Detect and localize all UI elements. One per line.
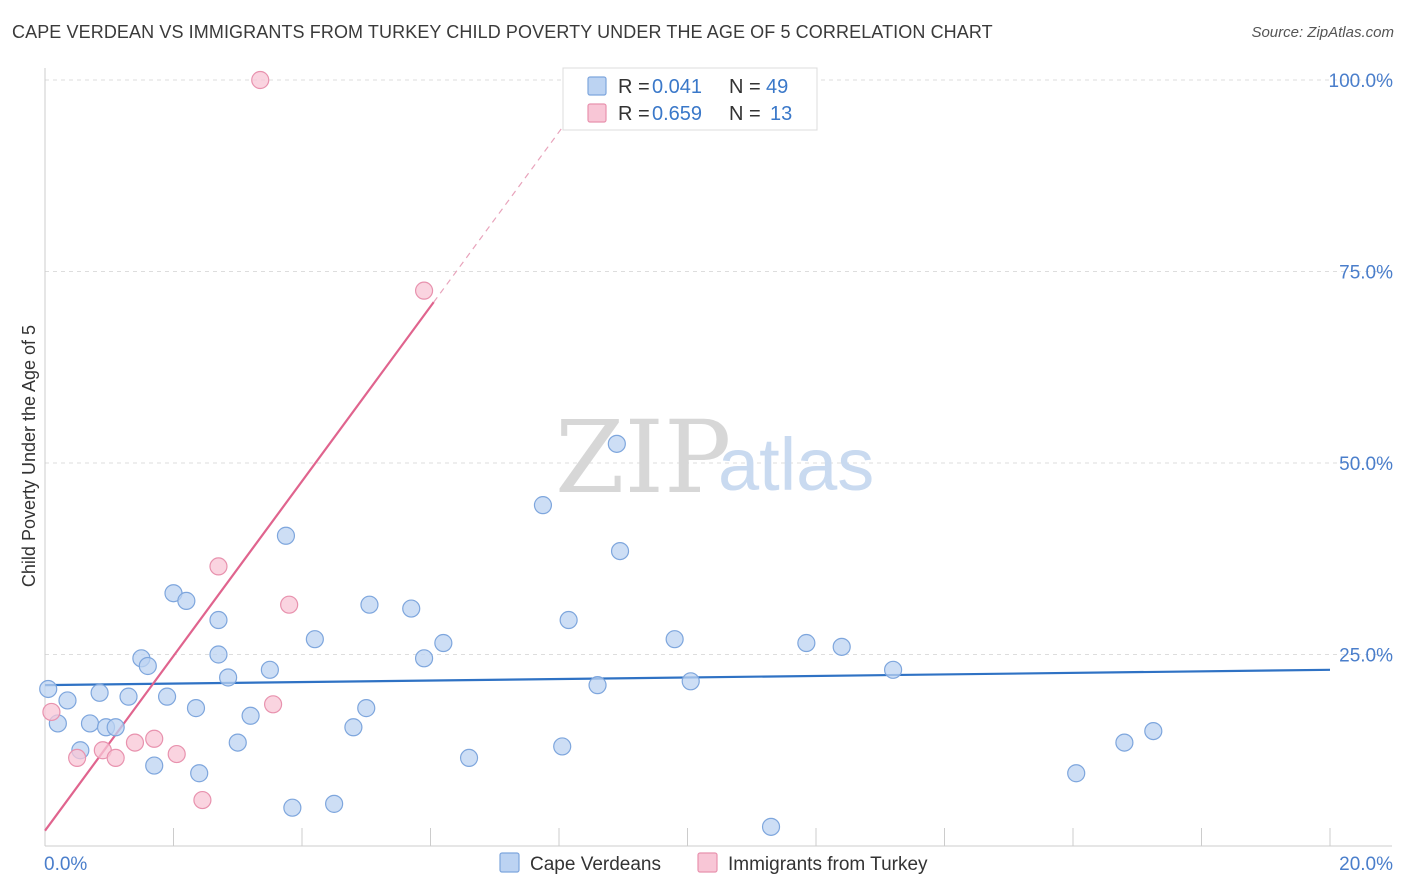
data-point-cape-verdeans xyxy=(325,794,344,813)
data-point-cape-verdeans xyxy=(209,610,228,630)
data-point-cape-verdeans xyxy=(434,633,453,653)
series-cape-verdeans xyxy=(39,434,1163,836)
legend-r-value-1: 0.041 xyxy=(652,76,702,98)
data-point-immigrants-from-turkey xyxy=(209,557,228,576)
data-point-cape-verdeans xyxy=(39,679,58,699)
data-point-immigrants-from-turkey xyxy=(414,281,434,300)
watermark-zip: ZIP xyxy=(555,399,731,516)
data-point-cape-verdeans xyxy=(832,637,851,656)
data-point-cape-verdeans xyxy=(106,718,125,737)
data-point-cape-verdeans xyxy=(1115,733,1134,752)
y-tick-label: 75.0% xyxy=(1339,263,1393,284)
data-point-cape-verdeans xyxy=(241,706,260,725)
data-point-cape-verdeans xyxy=(665,630,684,649)
legend-swatch-blue xyxy=(587,76,607,96)
x-tick-label: 0.0% xyxy=(44,854,87,875)
data-point-immigrants-from-turkey xyxy=(68,748,87,768)
data-point-immigrants-from-turkey xyxy=(42,702,61,722)
data-point-immigrants-from-turkey xyxy=(167,744,186,764)
data-point-cape-verdeans xyxy=(681,672,700,691)
y-axis-label: Child Poverty Under the Age of 5 xyxy=(19,325,39,587)
trend-line-immigrants-from-turkey xyxy=(44,301,435,832)
data-point-cape-verdeans xyxy=(177,591,196,610)
watermark: ZIP atlas xyxy=(555,399,874,516)
data-point-immigrants-from-turkey xyxy=(125,733,145,752)
data-point-cape-verdeans xyxy=(344,718,363,737)
data-point-cape-verdeans xyxy=(1067,764,1086,783)
data-point-cape-verdeans xyxy=(145,756,164,775)
legend-label-cape-verdeans: Cape Verdeans xyxy=(530,854,661,875)
data-point-immigrants-from-turkey xyxy=(280,595,299,614)
data-point-cape-verdeans xyxy=(80,714,100,733)
data-point-cape-verdeans xyxy=(610,541,630,561)
data-point-immigrants-from-turkey xyxy=(193,790,212,810)
data-point-cape-verdeans xyxy=(883,660,903,679)
data-point-cape-verdeans xyxy=(402,599,421,618)
data-point-cape-verdeans xyxy=(414,649,434,668)
data-point-cape-verdeans xyxy=(276,526,296,545)
data-point-cape-verdeans xyxy=(186,699,206,718)
data-point-cape-verdeans xyxy=(761,817,781,836)
data-point-cape-verdeans xyxy=(138,656,157,676)
data-point-cape-verdeans xyxy=(607,434,626,453)
y-tick-label: 25.0% xyxy=(1339,646,1393,667)
data-point-cape-verdeans xyxy=(219,668,238,687)
watermark-atlas: atlas xyxy=(718,423,874,506)
series-legend: Cape Verdeans Immigrants from Turkey xyxy=(499,852,928,875)
data-point-cape-verdeans xyxy=(357,699,376,718)
data-point-cape-verdeans xyxy=(58,691,77,710)
data-point-cape-verdeans xyxy=(190,764,209,783)
trend-extension-immigrants-from-turkey xyxy=(433,114,573,303)
legend-swatch-pink xyxy=(587,103,607,123)
series-immigrants-from-turkey xyxy=(42,70,434,810)
stats-legend: R = 0.041 N = 49 R = 0.659 N = 13 xyxy=(562,67,818,131)
y-tick-label: 50.0% xyxy=(1339,454,1393,475)
x-tick-label: 20.0% xyxy=(1339,854,1393,875)
data-point-cape-verdeans xyxy=(797,633,816,653)
legend-r-label-2: R = xyxy=(618,103,650,125)
data-point-cape-verdeans xyxy=(228,733,247,752)
legend-n-label-2: N = xyxy=(729,103,761,125)
legend-n-label-1: N = xyxy=(729,76,761,98)
data-point-immigrants-from-turkey xyxy=(106,748,125,768)
data-point-cape-verdeans xyxy=(119,687,138,706)
legend-n-value-1: 49 xyxy=(766,76,788,98)
data-point-cape-verdeans xyxy=(360,595,379,614)
gridlines xyxy=(45,79,1392,655)
data-point-cape-verdeans xyxy=(90,683,109,702)
data-point-cape-verdeans xyxy=(533,496,553,515)
data-point-cape-verdeans xyxy=(283,798,302,817)
x-tick-labels: 0.0% 20.0% xyxy=(44,854,1393,875)
legend-swatch-immigrants-from-turkey xyxy=(697,852,718,873)
legend-swatch-cape-verdeans xyxy=(499,852,520,873)
data-point-cape-verdeans xyxy=(459,748,479,768)
data-point-immigrants-from-turkey xyxy=(251,70,270,90)
legend-n-value-2: 13 xyxy=(770,103,792,125)
data-point-cape-verdeans xyxy=(588,676,607,695)
legend-label-immigrants-from-turkey: Immigrants from Turkey xyxy=(728,854,928,875)
data-point-cape-verdeans xyxy=(305,630,324,649)
data-point-cape-verdeans xyxy=(157,687,177,706)
legend-r-label-1: R = xyxy=(618,76,650,98)
data-point-cape-verdeans xyxy=(553,737,572,756)
y-tick-label: 100.0% xyxy=(1329,71,1394,92)
data-point-cape-verdeans xyxy=(559,610,578,630)
data-point-cape-verdeans xyxy=(1144,721,1163,741)
source-credit: Source: ZipAtlas.com xyxy=(1251,24,1394,41)
data-point-immigrants-from-turkey xyxy=(263,695,283,714)
legend-r-value-2: 0.659 xyxy=(652,103,702,125)
data-point-immigrants-from-turkey xyxy=(145,729,164,748)
chart-title: CAPE VERDEAN VS IMMIGRANTS FROM TURKEY C… xyxy=(12,22,993,42)
data-point-cape-verdeans xyxy=(260,660,279,679)
data-point-cape-verdeans xyxy=(209,645,228,664)
y-tick-labels: 25.0% 50.0% 75.0% 100.0% xyxy=(1329,71,1394,667)
